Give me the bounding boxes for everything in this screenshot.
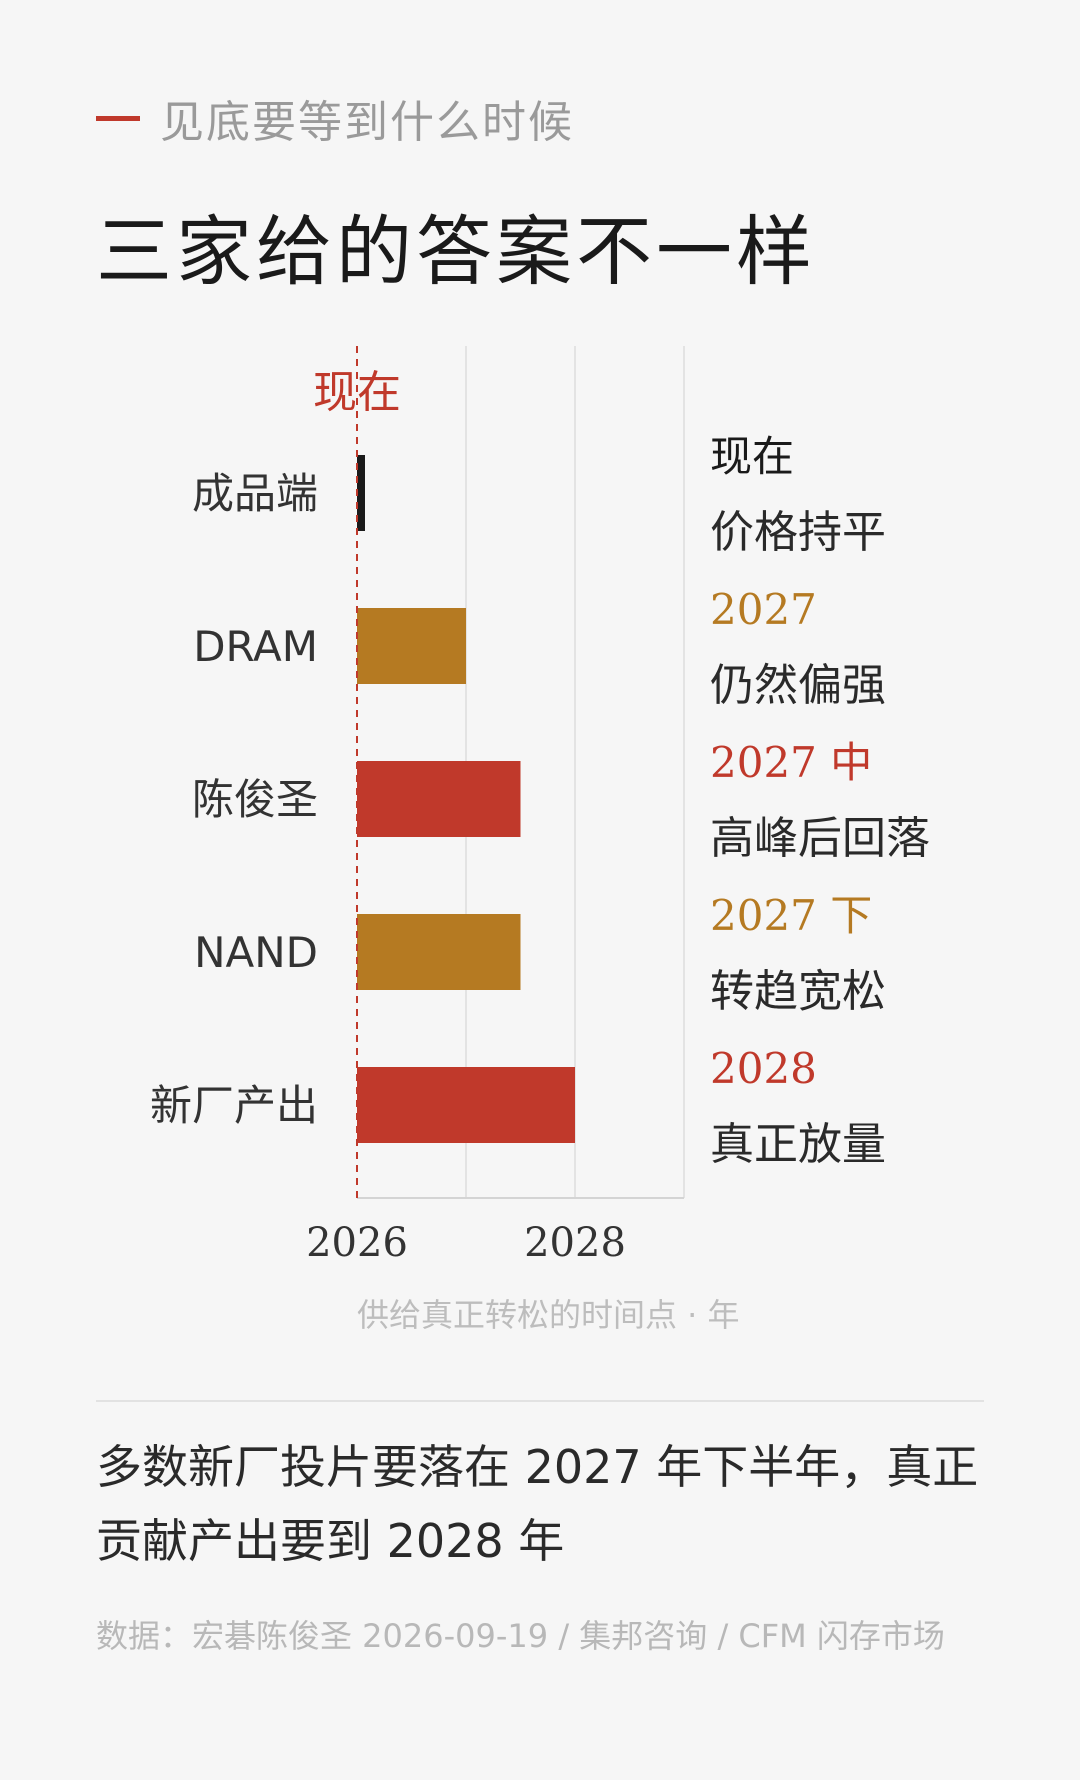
annotation-year: 2027 下 [710,891,872,940]
bar-4 [357,914,521,990]
annotation-text: 仍然偏强 [710,660,886,711]
bar-5 [357,1067,575,1143]
annotation-text: 真正放量 [710,1119,886,1170]
eyebrow: 见底要等到什么时候 [96,88,574,148]
chart-title: 三家给的答案不一样 [96,207,816,296]
eyebrow-accent-dash [96,115,140,121]
now-marker-label: 现在 [313,367,401,418]
divider [96,1400,984,1402]
x-tick-label: 2026 [306,1220,408,1266]
annotation-year: 2028 [710,1044,817,1093]
bar-3 [357,761,521,837]
x-axis-label: 供给真正转松的时间点 · 年 [357,1296,740,1334]
annotation-text: 价格持平 [710,507,886,558]
summary-text: 多数新厂投片要落在 2027 年下半年，真正贡献产出要到 2028 年 [96,1440,979,1568]
annotation-text: 高峰后回落 [710,813,930,864]
source-note: 数据：宏碁陈俊圣 2026-09-19 / 集邦咨询 / CFM 闪存市场 [96,1617,945,1655]
eyebrow-text: 见底要等到什么时候 [160,97,574,148]
category-label: 成品端 [192,469,318,518]
annotation-year: 现在 [710,432,794,481]
annotation-year: 2027 [710,585,817,634]
annotation-year: 2027 中 [710,738,872,787]
category-label: 陈俊圣 [192,775,318,824]
x-tick-label: 2028 [524,1220,626,1266]
category-label: DRAM [193,622,318,671]
bar-2 [357,608,466,684]
annotation-text: 转趋宽松 [710,966,886,1017]
category-label: 新厂产出 [150,1081,318,1130]
bar-1 [357,455,365,531]
category-label: NAND [194,928,318,977]
